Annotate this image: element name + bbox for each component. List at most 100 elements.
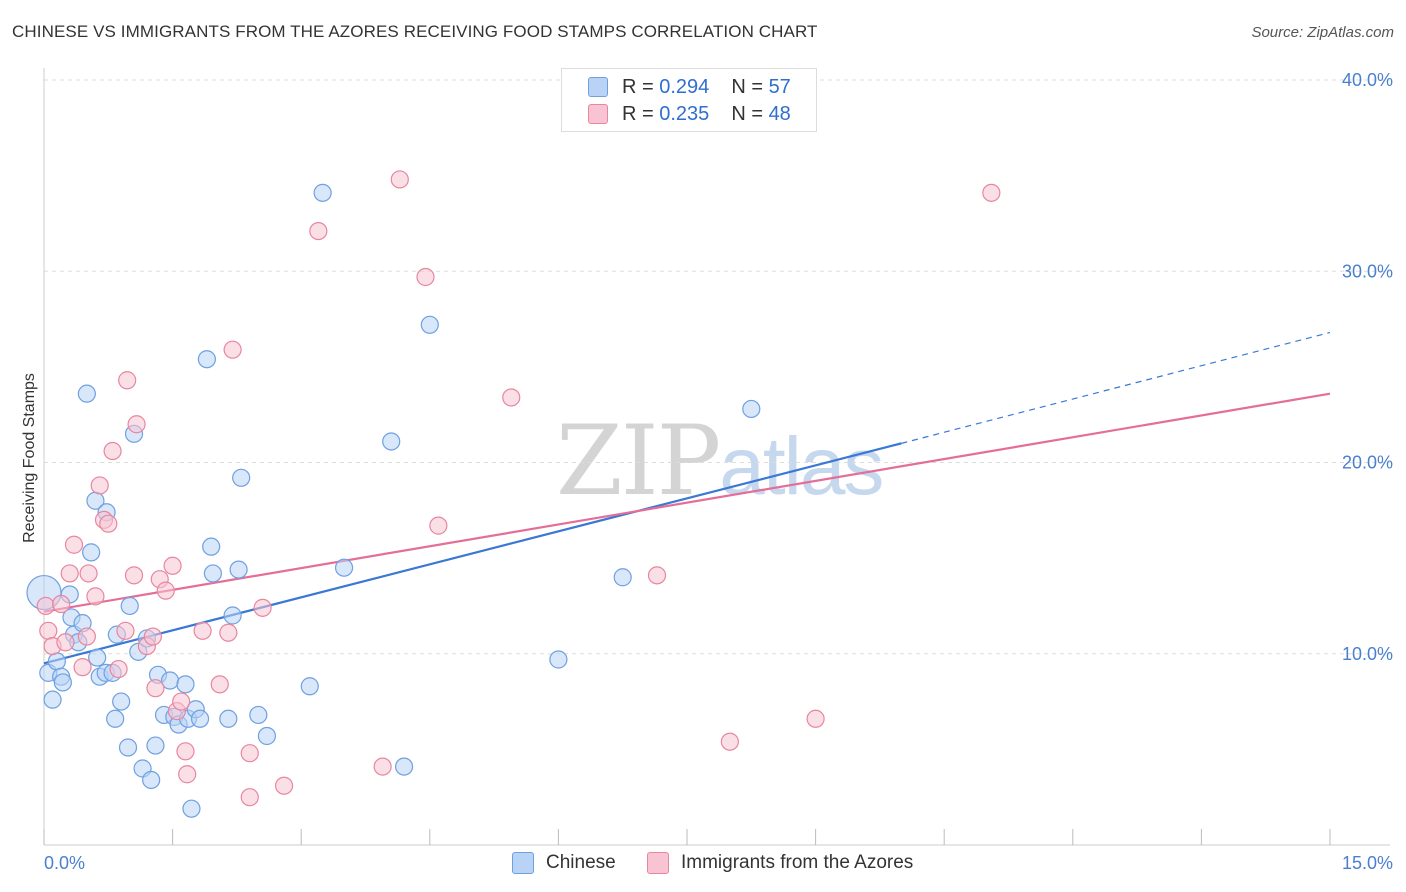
point-chinese: [334, 558, 354, 577]
legend-swatch-chinese: [588, 77, 608, 97]
point-azores: [146, 679, 165, 698]
y-tick-labels: 10.0% 20.0% 30.0% 40.0%: [1342, 70, 1393, 664]
legend-swatch-azores: [588, 104, 608, 124]
point-azores: [416, 267, 435, 287]
point-azores: [240, 744, 259, 763]
data-points: [26, 170, 1001, 818]
point-azores: [806, 709, 825, 728]
x-tick-label: 0.0%: [44, 853, 85, 873]
bottom-legend-swatch-chinese: [512, 852, 534, 874]
legend-r-label: R =: [622, 75, 654, 98]
bottom-legend-azores: Immigrants from the Azores: [647, 852, 913, 874]
y-tick-label: 30.0%: [1342, 261, 1393, 281]
point-azores: [274, 776, 294, 795]
point-azores: [52, 594, 71, 614]
x-tick-labels: 0.0% 15.0%: [44, 853, 1393, 873]
point-chinese: [229, 560, 248, 579]
point-chinese: [202, 537, 221, 556]
trend-line-chinese-extension: [901, 331, 1331, 444]
point-azores: [253, 598, 272, 617]
point-azores: [210, 675, 229, 694]
y-tick-label: 40.0%: [1342, 70, 1393, 90]
bottom-legend-label-azores: Immigrants from the Azores: [681, 852, 914, 873]
trend-lines: [43, 331, 1331, 665]
point-azores: [390, 170, 409, 189]
point-chinese: [190, 709, 210, 728]
legend-n-label: N =: [731, 75, 763, 98]
point-azores: [373, 757, 392, 776]
point-azores: [86, 587, 105, 606]
point-azores: [176, 742, 195, 761]
bottom-legend: Chinese Immigrants from the Azores: [0, 852, 1406, 878]
point-chinese: [82, 543, 101, 562]
legend: R = 0.294 N = 57 R = 0.235 N = 48: [561, 68, 817, 132]
point-azores: [163, 556, 182, 575]
point-chinese: [43, 690, 62, 709]
point-chinese: [77, 384, 96, 403]
point-chinese: [203, 564, 222, 583]
point-chinese: [120, 596, 139, 616]
legend-n-value-azores: 48: [768, 102, 791, 125]
point-azores: [36, 596, 55, 616]
point-azores: [56, 633, 75, 652]
point-chinese: [146, 736, 165, 755]
legend-n-label: N =: [731, 102, 763, 125]
point-azores: [127, 415, 146, 434]
point-chinese: [232, 468, 251, 487]
point-azores: [219, 623, 238, 642]
point-chinese: [257, 726, 277, 746]
point-azores: [124, 566, 144, 585]
trend-line-azores: [43, 392, 1331, 613]
point-azores: [193, 621, 212, 640]
point-azores: [982, 183, 1001, 202]
y-tick-label: 10.0%: [1342, 644, 1393, 664]
point-chinese: [420, 315, 439, 334]
point-azores: [103, 441, 122, 461]
point-chinese: [176, 675, 195, 694]
bottom-legend-chinese: Chinese: [512, 852, 616, 874]
point-azores: [109, 659, 128, 679]
y-tick-label: 20.0%: [1342, 453, 1393, 473]
point-chinese: [300, 677, 319, 696]
point-azores: [77, 627, 96, 646]
source-note: Source: ZipAtlas.com: [1251, 24, 1394, 41]
point-chinese: [106, 709, 125, 728]
point-azores: [309, 221, 328, 241]
legend-n-value-chinese: 57: [768, 75, 791, 98]
point-chinese: [313, 183, 332, 202]
point-chinese: [382, 432, 401, 451]
point-chinese: [112, 692, 131, 711]
point-azores: [64, 535, 84, 554]
point-chinese: [142, 770, 161, 790]
point-chinese: [223, 606, 242, 625]
point-azores: [429, 516, 448, 535]
point-chinese: [88, 648, 107, 667]
point-azores: [647, 566, 667, 585]
point-azores: [720, 732, 739, 751]
point-azores: [79, 564, 98, 583]
point-azores: [73, 658, 92, 677]
legend-r-label: R =: [622, 102, 654, 125]
point-azores: [178, 765, 197, 784]
point-chinese: [197, 350, 216, 369]
x-tick-label: 15.0%: [1342, 853, 1393, 873]
point-azores: [90, 476, 109, 495]
legend-r-value-chinese: 0.294: [659, 75, 710, 98]
point-chinese: [47, 652, 66, 671]
bottom-legend-label-chinese: Chinese: [546, 852, 616, 873]
axes: [43, 68, 1390, 846]
point-azores: [156, 581, 175, 600]
point-azores: [118, 371, 137, 390]
point-chinese: [219, 709, 238, 728]
point-azores: [143, 627, 162, 646]
point-chinese: [613, 568, 632, 587]
point-azores: [39, 621, 58, 640]
bottom-legend-swatch-azores: [647, 852, 669, 874]
point-chinese: [182, 799, 201, 818]
legend-row-azores: R = 0.235 N = 48: [588, 102, 791, 126]
trend-line-chinese: [43, 442, 902, 665]
point-chinese: [549, 650, 568, 669]
legend-row-chinese: R = 0.294 N = 57: [588, 75, 791, 99]
point-azores: [60, 564, 79, 583]
